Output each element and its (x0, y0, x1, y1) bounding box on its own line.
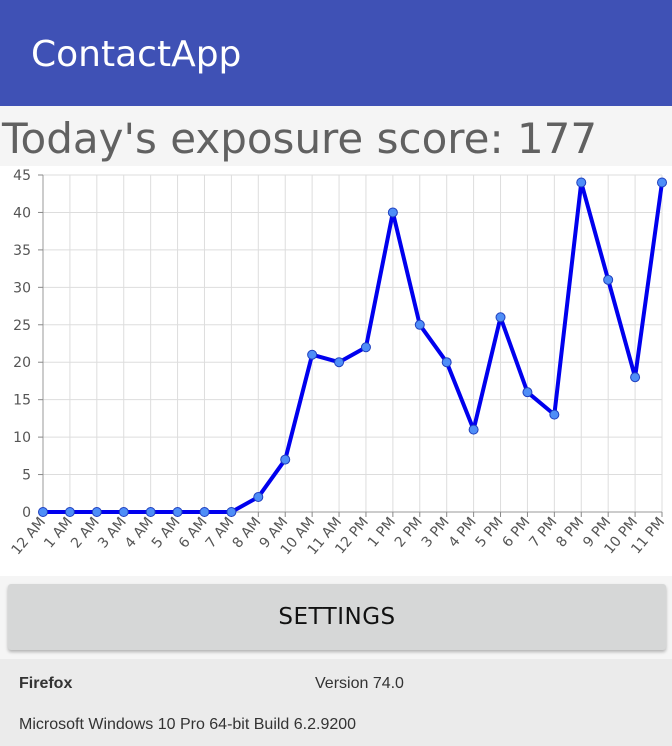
data-point (630, 372, 641, 383)
y-tick-label: 40 (13, 205, 31, 221)
os-info: Microsoft Windows 10 Pro 64-bit Build 6.… (19, 716, 357, 733)
x-tick-label: 5 PM (473, 514, 507, 550)
series-exposure (43, 180, 664, 514)
app-title: ContactApp (31, 34, 242, 75)
x-tick-label: 3 AM (95, 514, 130, 551)
y-tick-label: 15 (13, 393, 31, 409)
x-axis-ticks: 12 AM1 AM2 AM3 AM4 AM5 AM6 AM7 AM8 AM9 A… (9, 512, 668, 558)
exposure-score: Today's exposure score: 177 (2, 114, 598, 163)
x-tick-label: 8 PM (553, 514, 587, 550)
browser-info-footer: Firefox Version 74.0 Microsoft Windows 1… (0, 659, 672, 746)
x-tick-label: 7 AM (203, 514, 238, 551)
y-tick-label: 30 (13, 280, 31, 296)
y-tick-label: 25 (13, 318, 31, 334)
data-point (226, 507, 237, 517)
data-point (576, 177, 587, 188)
browser-name: Firefox (19, 675, 73, 692)
browser-version: Version 74.0 (315, 675, 404, 692)
exposure-chart: 0 5 10 15 20 25 30 35 40 45 12 AM1 AM2 AM3 AM4 AM… (0, 166, 672, 576)
y-tick-label: 45 (13, 168, 31, 184)
data-point (441, 357, 452, 368)
x-tick-label: 1 PM (365, 514, 399, 550)
y-tick-label: 35 (13, 243, 31, 259)
x-tick-label: 6 PM (499, 514, 533, 550)
data-point (199, 507, 210, 517)
data-point (118, 507, 129, 517)
x-tick-label: 4 AM (122, 514, 157, 551)
series-points (38, 177, 667, 517)
x-tick-label: 8 AM (230, 514, 265, 551)
data-point (522, 387, 533, 398)
y-tick-label: 10 (13, 430, 31, 446)
x-tick-label: 3 PM (419, 514, 453, 550)
x-tick-label: 5 AM (149, 514, 184, 551)
y-tick-label: 5 (22, 468, 31, 484)
series-line (43, 180, 664, 514)
x-tick-label: 2 PM (392, 514, 426, 550)
x-tick-label: 4 PM (446, 514, 480, 550)
data-point (280, 454, 291, 465)
chart-grid (42, 174, 663, 513)
chart-axes (42, 175, 662, 513)
y-axis-ticks: 0 5 10 15 20 25 30 35 40 45 (13, 168, 43, 521)
data-point (145, 507, 156, 517)
data-point (414, 319, 425, 330)
data-point (38, 507, 48, 517)
app-bar: ContactApp (0, 0, 672, 106)
data-point (334, 357, 345, 368)
y-tick-label: 0 (22, 505, 31, 521)
data-point (495, 312, 506, 323)
data-point (387, 207, 398, 218)
data-point (307, 349, 318, 360)
data-point (64, 507, 75, 517)
data-point (91, 507, 102, 517)
y-tick-label: 20 (13, 355, 31, 371)
data-point (468, 424, 479, 435)
x-tick-label: 6 AM (176, 514, 211, 551)
data-point (657, 177, 667, 188)
settings-button[interactable]: SETTINGS (8, 584, 666, 650)
x-tick-label: 7 PM (526, 514, 560, 550)
data-point (253, 492, 264, 503)
data-point (549, 409, 560, 420)
data-point (603, 274, 614, 285)
x-tick-label: 1 AM (41, 514, 76, 551)
data-point (172, 507, 183, 517)
x-tick-label: 2 AM (68, 514, 103, 551)
data-point (360, 342, 371, 353)
